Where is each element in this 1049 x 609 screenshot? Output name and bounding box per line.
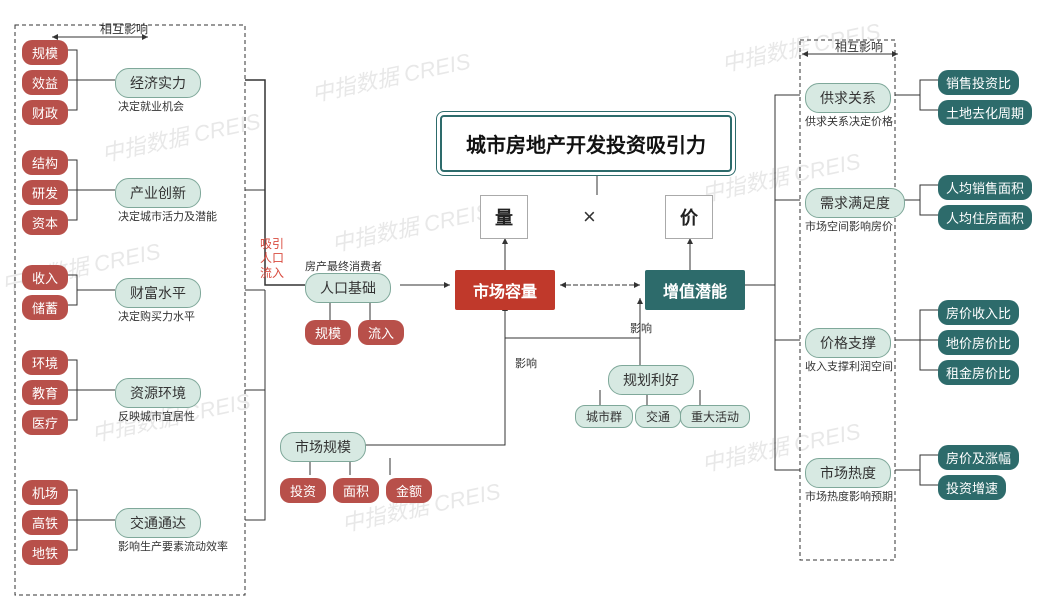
- right-tag-2-0: 房价收入比: [938, 300, 1019, 325]
- right-tag-3-1: 投资增速: [938, 475, 1006, 500]
- right-tag-1-0: 人均销售面积: [938, 175, 1032, 200]
- left-sub-0: 决定就业机会: [118, 98, 184, 114]
- planning: 规划利好: [608, 365, 694, 395]
- market-capacity: 市场容量: [455, 270, 555, 310]
- value-potential: 增值潜能: [645, 270, 745, 310]
- left-tag-3-1: 教育: [22, 380, 68, 405]
- scale-tag-0: 投资: [280, 478, 326, 503]
- affect-label-2: 影响: [515, 355, 537, 371]
- left-tag-4-2: 地铁: [22, 540, 68, 565]
- right-sub-3: 市场热度影响预期: [805, 488, 893, 504]
- pop-tag-1: 流入: [358, 320, 404, 345]
- left-tag-0-0: 规模: [22, 40, 68, 65]
- left-group-1: 产业创新: [115, 178, 201, 208]
- pop-sub: 房产最终消费者: [305, 258, 382, 274]
- population: 人口基础: [305, 273, 391, 303]
- left-tag-4-0: 机场: [22, 480, 68, 505]
- right-tag-0-1: 土地去化周期: [938, 100, 1032, 125]
- multiply-op: ×: [583, 204, 596, 230]
- right-sub-2: 收入支撑利润空间: [805, 358, 893, 374]
- quantity-box: 量: [480, 195, 528, 239]
- left-mutual-label: 相互影响: [100, 20, 148, 37]
- pop-tag-0: 规模: [305, 320, 351, 345]
- right-sub-0: 供求关系决定价格: [805, 113, 893, 129]
- left-group-3: 资源环境: [115, 378, 201, 408]
- left-sub-2: 决定购买力水平: [118, 308, 195, 324]
- right-group-3: 市场热度: [805, 458, 891, 488]
- market-scale: 市场规模: [280, 432, 366, 462]
- left-tag-2-0: 收入: [22, 265, 68, 290]
- affect-label-1: 影响: [630, 320, 652, 336]
- left-sub-3: 反映城市宜居性: [118, 408, 195, 424]
- price-box: 价: [665, 195, 713, 239]
- left-tag-0-2: 财政: [22, 100, 68, 125]
- main-title: 城市房地产开发投资吸引力: [440, 115, 732, 172]
- left-tag-1-2: 资本: [22, 210, 68, 235]
- right-tag-2-2: 租金房价比: [938, 360, 1019, 385]
- left-group-4: 交通通达: [115, 508, 201, 538]
- watermark: 中指数据 CREIS: [328, 194, 492, 259]
- right-tag-1-1: 人均住房面积: [938, 205, 1032, 230]
- left-sub-4: 影响生产要素流动效率: [118, 538, 228, 554]
- left-tag-0-1: 效益: [22, 70, 68, 95]
- right-tag-2-1: 地价房价比: [938, 330, 1019, 355]
- right-tag-0-0: 销售投资比: [938, 70, 1019, 95]
- plan-tag-2: 重大活动: [680, 405, 750, 428]
- left-tag-4-1: 高铁: [22, 510, 68, 535]
- plan-tag-1: 交通: [635, 405, 681, 428]
- scale-tag-2: 金额: [386, 478, 432, 503]
- scale-tag-1: 面积: [333, 478, 379, 503]
- right-tag-3-0: 房价及涨幅: [938, 445, 1019, 470]
- right-sub-1: 市场空间影响房价: [805, 218, 893, 234]
- watermark: 中指数据 CREIS: [308, 44, 472, 109]
- left-tag-1-0: 结构: [22, 150, 68, 175]
- left-tag-1-1: 研发: [22, 180, 68, 205]
- left-sub-1: 决定城市活力及潜能: [118, 208, 217, 224]
- right-group-2: 价格支撑: [805, 328, 891, 358]
- right-group-1: 需求满足度: [805, 188, 905, 218]
- left-tag-3-2: 医疗: [22, 410, 68, 435]
- left-tag-3-0: 环境: [22, 350, 68, 375]
- right-mutual-label: 相互影响: [835, 38, 883, 55]
- pop-attract-text: 吸引 人口 流入: [260, 237, 284, 280]
- right-group-0: 供求关系: [805, 83, 891, 113]
- plan-tag-0: 城市群: [575, 405, 633, 428]
- left-group-2: 财富水平: [115, 278, 201, 308]
- left-tag-2-1: 储蓄: [22, 295, 68, 320]
- left-group-0: 经济实力: [115, 68, 201, 98]
